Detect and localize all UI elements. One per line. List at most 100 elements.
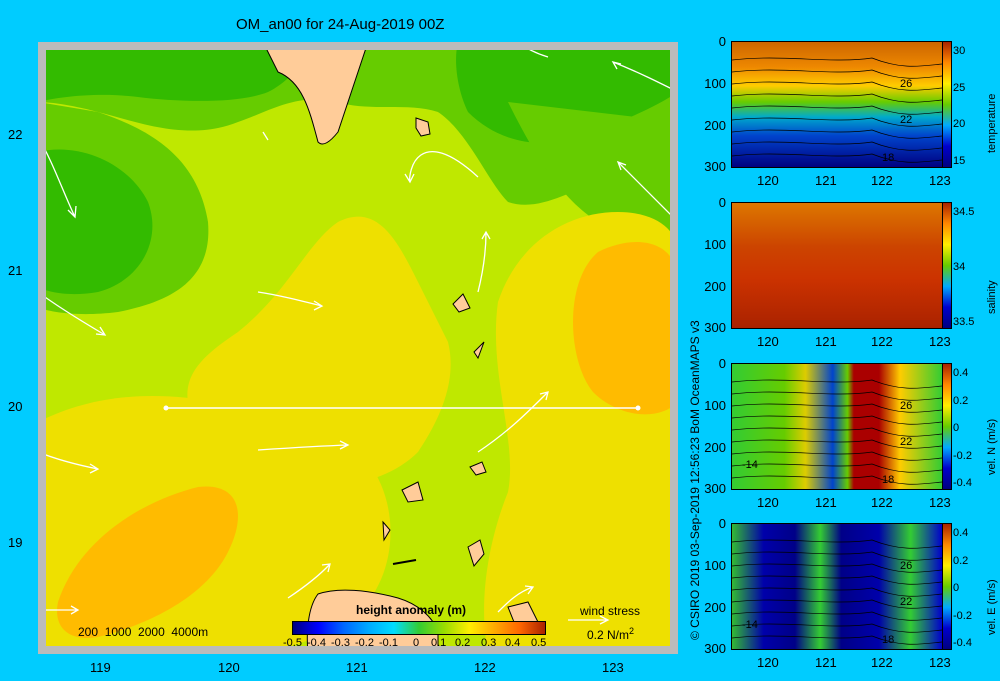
section-x-tick: 120 — [757, 173, 779, 188]
contour-lines — [732, 57, 942, 163]
section-y-tick: 300 — [704, 159, 726, 174]
contour-line — [732, 539, 942, 549]
section-y-tick: 100 — [704, 76, 726, 91]
contour-label: 22 — [900, 596, 913, 608]
section-y-tick: 100 — [704, 558, 726, 573]
contour-label: 26 — [900, 400, 913, 412]
section-colorbar-tick: 0.4 — [953, 527, 969, 539]
contour-line — [732, 141, 942, 151]
main-map — [38, 42, 678, 654]
section-x-tick: 121 — [815, 495, 837, 510]
contour-line — [732, 117, 942, 127]
section-colorbar-tick: 0.4 — [953, 367, 969, 379]
colorbar-tick: 0.5 — [531, 637, 547, 649]
contour-label: -14 — [742, 619, 758, 631]
contour-line — [732, 427, 942, 437]
contour-label: 18 — [882, 474, 895, 486]
section-y-tick: 0 — [718, 516, 726, 531]
contour-label: 18 — [882, 634, 895, 646]
section-x-tick: 123 — [929, 655, 951, 670]
contour-line — [732, 69, 942, 79]
colorbar — [292, 621, 546, 635]
contour-line — [732, 599, 942, 609]
wind-arrow — [568, 615, 610, 625]
wind-arrow — [477, 230, 491, 293]
section-panel: 26 22 18 0 100 200 300 120 121 122 123 30 25 20 15 temp… — [686, 34, 1000, 199]
section-panel: 26 22 18 -14 0 100 200 300 120 121 122 123 0.4 0.2 0 -0… — [686, 356, 1000, 521]
colorbar-tick: 0.1 — [431, 637, 447, 649]
wind-arrow — [257, 291, 324, 311]
section-x-tick: 122 — [871, 334, 893, 349]
section-x-tick: 121 — [815, 334, 837, 349]
contour-line — [732, 415, 942, 425]
section-plot: 26 22 18 — [731, 41, 943, 168]
colorbar-ticks: -0.5 -0.4 -0.3 -0.2 -0.1 0 0.1 0.2 0.3 0… — [283, 637, 553, 653]
contour-line — [732, 93, 942, 103]
section-y-tick: 0 — [718, 195, 726, 210]
section-y-tick: 0 — [718, 356, 726, 371]
x-tick-label: 122 — [474, 660, 496, 675]
land-island-1 — [415, 117, 431, 137]
contour-line — [732, 475, 942, 485]
section-start — [163, 405, 169, 411]
colorbar-tick: -0.2 — [355, 637, 374, 649]
wind-stress-exponent: 2 — [629, 626, 635, 636]
wind-stress-arrows — [38, 42, 678, 625]
wind-stress-label: wind stress — [580, 604, 641, 618]
section-colorbar-tick: 0 — [953, 582, 960, 594]
land-taiwan — [262, 42, 369, 145]
contour-line — [732, 623, 942, 633]
wind-arrow — [497, 585, 535, 613]
land-sliver — [392, 559, 417, 565]
contour-line — [732, 57, 942, 67]
colorbar-tick: 0 — [413, 637, 420, 649]
contour-line — [732, 129, 942, 139]
land-island-7 — [382, 520, 391, 542]
section-colorbar-tick: 34.5 — [953, 206, 975, 218]
section-ylabel: vel. N (m/s) — [986, 418, 998, 475]
section-panel: 0 100 200 300 120 121 122 123 34.5 34 33.5 salinity — [686, 195, 1000, 360]
section-colorbar-tick: 0.2 — [953, 394, 969, 407]
section-plot: 26 22 18 -14 — [731, 363, 943, 490]
dark-green-nw — [38, 149, 153, 295]
chart-title: OM_an00 for 24-Aug-2019 00Z — [236, 16, 445, 33]
orange-eddy-east — [573, 242, 678, 415]
contour-line — [732, 551, 942, 561]
section-y-tick: 100 — [704, 237, 726, 252]
wind-arrow — [257, 440, 350, 451]
contour-line — [732, 439, 942, 449]
wind-arrow — [287, 563, 331, 599]
section-y-tick: 0 — [718, 34, 726, 49]
section-x-tick: 122 — [871, 655, 893, 670]
section-colorbar-tick: -0.2 — [953, 449, 972, 462]
section-colorbar-tick: 30 — [953, 45, 966, 57]
section-plot — [731, 202, 943, 329]
wind-stress-scale: 0.2 N/m2 — [587, 626, 634, 642]
contour-line — [732, 635, 942, 645]
section-x-tick: 120 — [757, 655, 779, 670]
section-y-tick: 200 — [704, 118, 726, 133]
wind-arrow — [477, 391, 549, 453]
contour-line — [732, 403, 942, 413]
colorbar-tick: 0.4 — [505, 637, 521, 649]
contour-label: 22 — [900, 114, 913, 126]
section-colorbar-tick: 0 — [953, 422, 960, 434]
section-colorbar-tick: -0.4 — [953, 477, 972, 489]
section-y-tick: 300 — [704, 481, 726, 496]
section-colorbar — [942, 363, 952, 490]
section-colorbar-tick: -0.4 — [953, 637, 972, 649]
contour-line — [732, 451, 942, 461]
contour-line — [732, 379, 942, 389]
section-y-tick: 200 — [704, 440, 726, 455]
section-x-tick: 123 — [929, 173, 951, 188]
section-colorbar-tick: -0.2 — [953, 609, 972, 622]
contour-line — [732, 563, 942, 573]
wind-stress-scale-value: 0.2 N/m — [587, 628, 630, 642]
contour-line — [732, 463, 942, 473]
map-border — [38, 42, 678, 654]
section-x-tick: 120 — [757, 495, 779, 510]
section-panel: 26 22 18 -14 0 100 200 300 120 121 122 123 0.4 0.2 0 -0… — [686, 516, 1000, 681]
contour-lines — [732, 539, 942, 645]
contour-line — [732, 575, 942, 585]
colorbar-tick: -0.3 — [331, 637, 350, 649]
